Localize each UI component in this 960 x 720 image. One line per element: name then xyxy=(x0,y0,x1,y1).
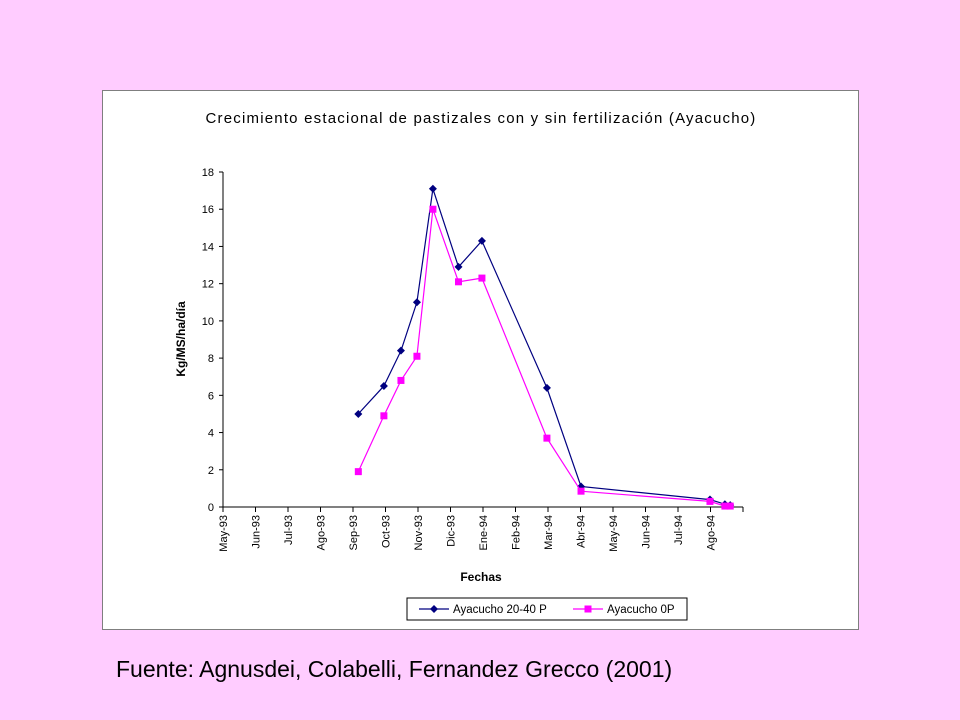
series-1-point-4 xyxy=(428,184,437,193)
legend-label-series-2: Ayacucho 0P xyxy=(607,604,675,616)
series-1-point-7 xyxy=(542,383,551,392)
legend-marker-series-2 xyxy=(584,605,592,613)
series-2-point-7 xyxy=(543,434,551,442)
legend-box xyxy=(406,597,688,621)
x-tick-label-2: Jul-93 xyxy=(283,515,295,545)
line-chart: Crecimiento estacional de pastizales con… xyxy=(174,110,757,621)
chart-title: Crecimiento estacional de pastizales con… xyxy=(206,110,757,127)
legend-label-series-1: Ayacucho 20-40 P xyxy=(453,604,547,616)
y-tick-label-7: 14 xyxy=(202,241,214,253)
y-tick-label-3: 6 xyxy=(208,390,214,402)
series-1-point-5 xyxy=(454,262,463,271)
y-tick-label-0: 0 xyxy=(208,502,214,514)
series-1-point-0 xyxy=(354,409,363,418)
x-tick-label-9: Feb-94 xyxy=(511,515,523,550)
series-2-point-0 xyxy=(354,468,362,476)
y-tick-label-9: 18 xyxy=(202,167,214,179)
series-2-point-2 xyxy=(397,376,405,384)
x-tick-label-11: Abr-94 xyxy=(576,515,588,548)
series-2-point-8 xyxy=(577,487,585,495)
x-tick-label-8: Ene-94 xyxy=(478,515,490,550)
x-tick-label-7: Dic-93 xyxy=(446,515,458,547)
series-1-point-2 xyxy=(396,346,405,355)
x-axis-label: Fechas xyxy=(460,570,502,584)
series-1-point-1 xyxy=(379,382,388,391)
x-tick-label-0: May-93 xyxy=(218,515,230,552)
x-tick-label-15: Ago-94 xyxy=(706,515,718,550)
series-2-point-9 xyxy=(706,497,714,505)
series-2-point-10 xyxy=(721,502,729,510)
x-tick-label-12: May-94 xyxy=(608,515,620,552)
y-tick-label-6: 12 xyxy=(202,279,214,291)
y-tick-label-1: 2 xyxy=(208,465,214,477)
y-tick-label-5: 10 xyxy=(202,316,214,328)
legend-marker-series-1 xyxy=(430,605,438,613)
series-2-point-11 xyxy=(726,502,734,510)
x-tick-label-13: Jun-94 xyxy=(641,515,653,549)
series-2-point-5 xyxy=(454,278,462,286)
series-line-1 xyxy=(357,188,731,506)
x-tick-label-3: Ago-93 xyxy=(316,515,328,550)
series-2-point-4 xyxy=(429,205,437,213)
y-tick-label-2: 4 xyxy=(208,428,214,440)
x-tick-label-4: Sep-93 xyxy=(348,515,360,550)
chart-frame: Crecimiento estacional de pastizales con… xyxy=(102,90,859,630)
y-axis: 0 2 4 6 8 10 12 14 16 18 xyxy=(202,167,224,514)
y-tick-label-8: 16 xyxy=(202,204,214,216)
legend: Ayacucho 20-40 P Ayacucho 0P xyxy=(406,597,688,621)
y-tick-label-4: 8 xyxy=(208,353,214,365)
series-2-point-1 xyxy=(380,412,388,420)
source-caption: Fuente: Agnusdei, Colabelli, Fernandez G… xyxy=(116,656,673,682)
x-axis: May-93 Jun-93 Jul-93 Ago-93 Sep-93 Oct-93 Nov-… xyxy=(218,506,744,552)
x-tick-label-5: Oct-93 xyxy=(381,515,393,548)
series-2-point-3 xyxy=(413,352,421,360)
y-axis-label: Kg/MS/ha/día xyxy=(174,301,188,377)
x-tick-label-1: Jun-93 xyxy=(251,515,263,549)
series-layer xyxy=(354,184,735,510)
x-tick-label-6: Nov-93 xyxy=(413,515,425,550)
x-tick-label-14: Jul-94 xyxy=(673,515,685,545)
series-1-point-3 xyxy=(412,298,421,307)
series-1-point-6 xyxy=(477,236,486,245)
x-tick-label-10: Mar-94 xyxy=(543,515,555,550)
series-2-point-6 xyxy=(478,274,486,282)
